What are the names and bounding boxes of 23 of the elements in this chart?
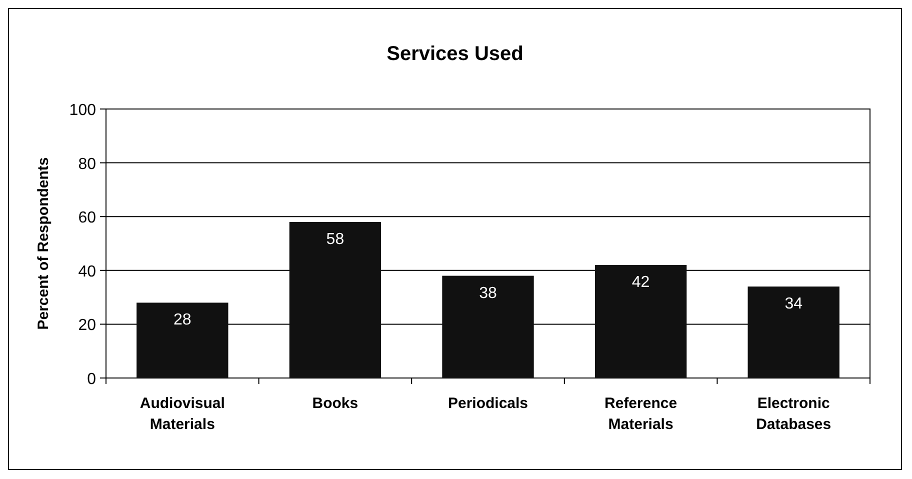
bar	[748, 286, 840, 378]
bar	[136, 302, 228, 378]
data-label: 34	[784, 296, 803, 313]
y-axis-title: Percent of Respondents	[35, 157, 52, 330]
x-tick-label: Periodicals	[448, 395, 528, 412]
bar	[442, 276, 534, 378]
bar	[289, 222, 382, 378]
y-tick-label: 80	[78, 156, 96, 173]
y-tick-label: 20	[78, 317, 96, 334]
data-label: 38	[479, 284, 497, 302]
y-tick-label: 0	[87, 371, 96, 388]
x-tick-label: Reference Materials	[604, 395, 678, 433]
x-tick-label: Books	[312, 395, 358, 412]
y-tick-label: 60	[78, 210, 96, 227]
y-tick-label: 100	[69, 102, 96, 119]
bar	[594, 265, 687, 378]
x-tick-label: Audiovisual Materials	[140, 395, 225, 433]
data-label: 58	[326, 230, 344, 248]
x-tick-label: Electronic Databases	[756, 395, 832, 433]
chart-title: Services Used	[386, 43, 524, 65]
data-label: 42	[632, 274, 650, 292]
data-label: 28	[174, 312, 192, 329]
y-tick-label: 40	[78, 263, 96, 280]
